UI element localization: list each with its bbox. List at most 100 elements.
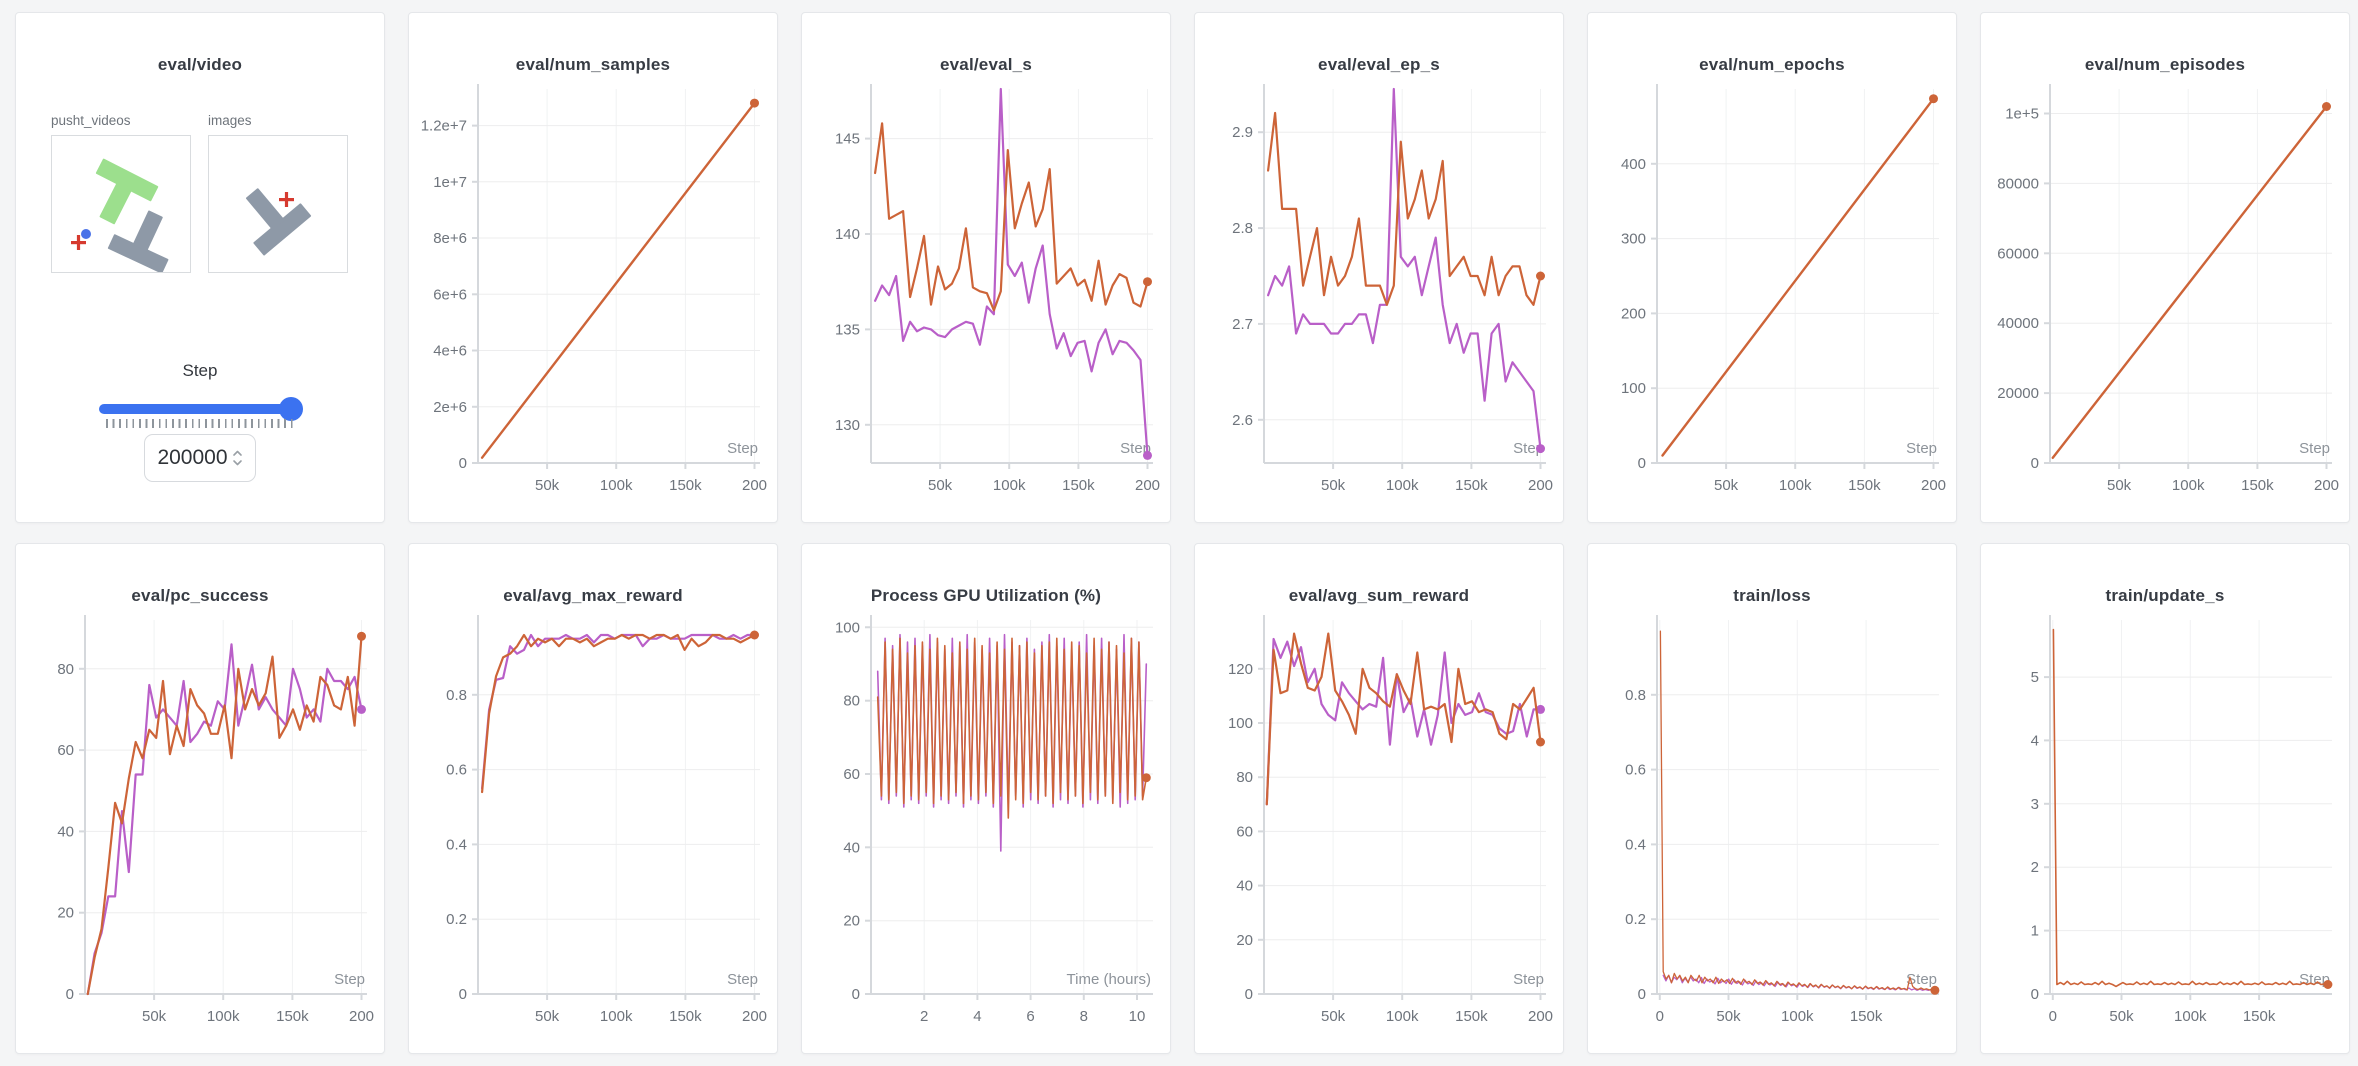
svg-text:Step: Step	[727, 440, 758, 457]
svg-text:5: 5	[2031, 669, 2039, 686]
svg-text:Step: Step	[1120, 440, 1151, 457]
svg-text:150k: 150k	[1455, 1008, 1488, 1025]
panel-eval-avg-max-reward: eval/avg_max_reward 50k 100k 150k 200 0 0.2 0.…	[408, 543, 778, 1054]
svg-text:100k: 100k	[207, 1008, 240, 1025]
chart-title-eval-eval-ep-s: eval/eval_ep_s	[1318, 55, 1440, 74]
svg-text:200: 200	[1528, 1008, 1553, 1025]
chart-title-eval-avg-max-reward: eval/avg_max_reward	[503, 586, 683, 605]
svg-text:50k: 50k	[928, 477, 953, 494]
step-slider[interactable]	[99, 397, 303, 421]
svg-text:0: 0	[2031, 986, 2039, 1003]
chart-eval-num-samples[interactable]: 50k 100k 150k 200 0 2e+6 4e+6 6e+6 8e+6 1e+7 1.2e+…	[416, 79, 770, 509]
svg-text:150k: 150k	[1062, 477, 1095, 494]
svg-text:Step: Step	[1513, 971, 1544, 988]
svg-text:80: 80	[1236, 769, 1253, 786]
svg-text:Step: Step	[334, 971, 365, 988]
svg-text:150k: 150k	[1848, 477, 1881, 494]
stepper-arrows[interactable]	[232, 448, 243, 468]
svg-text:150k: 150k	[1850, 1008, 1883, 1025]
svg-text:Step: Step	[727, 971, 758, 988]
svg-text:20: 20	[1236, 932, 1253, 949]
svg-text:40: 40	[843, 839, 860, 856]
svg-text:10: 10	[1129, 1008, 1146, 1025]
svg-text:4: 4	[973, 1008, 981, 1025]
svg-text:2: 2	[2031, 859, 2039, 876]
svg-text:20000: 20000	[1997, 385, 2039, 402]
svg-text:60: 60	[1236, 823, 1253, 840]
svg-text:0.2: 0.2	[1625, 911, 1646, 928]
step-slider-label: Step	[182, 361, 218, 380]
chart-train-update-s[interactable]: 0 50k 100k 150k 0 1 2 3 4 5 Step	[1988, 610, 2342, 1040]
svg-text:1: 1	[2031, 923, 2039, 940]
svg-text:0: 0	[2049, 1008, 2057, 1025]
svg-text:60: 60	[843, 766, 860, 783]
svg-text:150k: 150k	[669, 477, 702, 494]
chart-eval-num-epochs[interactable]: 50k 100k 150k 200 0 100 200 300 400 Step	[1595, 79, 1949, 509]
svg-text:0: 0	[852, 986, 860, 1003]
svg-text:100k: 100k	[1386, 477, 1419, 494]
svg-text:145: 145	[835, 131, 860, 148]
step-value-input[interactable]: 200000	[144, 434, 256, 482]
panel-eval-pc-success: eval/pc_success 50k 100k 150k 200 0 20 40 60 80 S…	[15, 543, 385, 1054]
svg-text:60000: 60000	[1997, 245, 2039, 262]
slider-thumb[interactable]	[279, 397, 303, 421]
svg-text:4e+6: 4e+6	[433, 343, 467, 360]
svg-text:20: 20	[57, 905, 74, 922]
chart-title-eval-num-epochs: eval/num_epochs	[1699, 55, 1845, 74]
svg-text:100k: 100k	[600, 477, 633, 494]
chart-train-loss[interactable]: 0 50k 100k 150k 0 0.2 0.4 0.6 0.8 Step	[1595, 610, 1949, 1040]
slider-tick-ruler	[106, 419, 294, 428]
svg-text:140: 140	[835, 226, 860, 243]
svg-text:100k: 100k	[993, 477, 1026, 494]
panel-eval-video: eval/video pusht_videos images	[15, 12, 385, 523]
goal-cross-icon	[71, 235, 86, 250]
svg-text:200: 200	[349, 1008, 374, 1025]
svg-text:100: 100	[835, 619, 860, 636]
chart-eval-eval-s[interactable]: 50k 100k 150k 200 130 135 140 145 Step	[809, 79, 1163, 509]
svg-text:0: 0	[459, 986, 467, 1003]
svg-text:60: 60	[57, 742, 74, 759]
svg-text:150k: 150k	[1455, 477, 1488, 494]
chart-process-gpu-utilization[interactable]: 2 4 6 8 10 0 20 40 60 80 100 Time (hours)	[809, 610, 1163, 1040]
chart-title-train-update-s: train/update_s	[2105, 586, 2225, 605]
svg-text:50k: 50k	[2109, 1008, 2134, 1025]
svg-text:0: 0	[1656, 1008, 1664, 1025]
svg-text:200: 200	[742, 1008, 767, 1025]
svg-text:80: 80	[57, 661, 74, 678]
chart-title-eval-num-episodes: eval/num_episodes	[2084, 55, 2246, 74]
images-thumbnail[interactable]	[208, 135, 348, 273]
svg-text:50k: 50k	[1321, 477, 1346, 494]
svg-text:400: 400	[1621, 156, 1646, 173]
chart-eval-eval-ep-s[interactable]: 50k 100k 150k 200 2.6 2.7 2.8 2.9 Step	[1202, 79, 1556, 509]
svg-text:Time (hours): Time (hours)	[1067, 971, 1151, 988]
svg-text:0.6: 0.6	[1625, 762, 1646, 779]
svg-text:50k: 50k	[535, 477, 560, 494]
svg-text:130: 130	[835, 417, 860, 434]
svg-text:150k: 150k	[276, 1008, 309, 1025]
svg-text:80: 80	[843, 693, 860, 710]
svg-text:Step: Step	[1906, 440, 1937, 457]
chart-eval-num-episodes[interactable]: 50k 100k 150k 200 0 20000 40000 60000 80000 1e+5 S…	[1988, 79, 2342, 509]
svg-text:Step: Step	[2299, 440, 2330, 457]
svg-text:40000: 40000	[1997, 315, 2039, 332]
svg-text:6e+6: 6e+6	[433, 286, 467, 303]
chart-eval-pc-success[interactable]: 50k 100k 150k 200 0 20 40 60 80 Step	[23, 610, 377, 1040]
svg-text:100k: 100k	[1779, 477, 1812, 494]
goal-cross-icon	[279, 192, 294, 207]
panel-eval-avg-sum-reward: eval/avg_sum_reward 50k 100k 150k 200 0 20 40 6…	[1194, 543, 1564, 1054]
chart-eval-avg-max-reward[interactable]: 50k 100k 150k 200 0 0.2 0.4 0.6 0.8 Step	[416, 610, 770, 1040]
svg-text:150k: 150k	[2243, 1008, 2276, 1025]
chart-eval-avg-sum-reward[interactable]: 50k 100k 150k 200 0 20 40 60 80 100 120 Step	[1202, 610, 1556, 1040]
svg-text:50k: 50k	[1714, 477, 1739, 494]
svg-text:4: 4	[2031, 732, 2039, 749]
svg-text:1.2e+7: 1.2e+7	[421, 118, 467, 135]
images-scene-icon	[245, 188, 312, 256]
svg-text:135: 135	[835, 321, 860, 338]
svg-text:50k: 50k	[535, 1008, 560, 1025]
svg-text:50k: 50k	[1321, 1008, 1346, 1025]
svg-text:0.8: 0.8	[446, 687, 467, 704]
slider-track[interactable]	[99, 404, 301, 414]
svg-text:0: 0	[1638, 986, 1646, 1003]
pusht-video-thumbnail[interactable]	[51, 135, 191, 274]
svg-text:8e+6: 8e+6	[433, 230, 467, 247]
